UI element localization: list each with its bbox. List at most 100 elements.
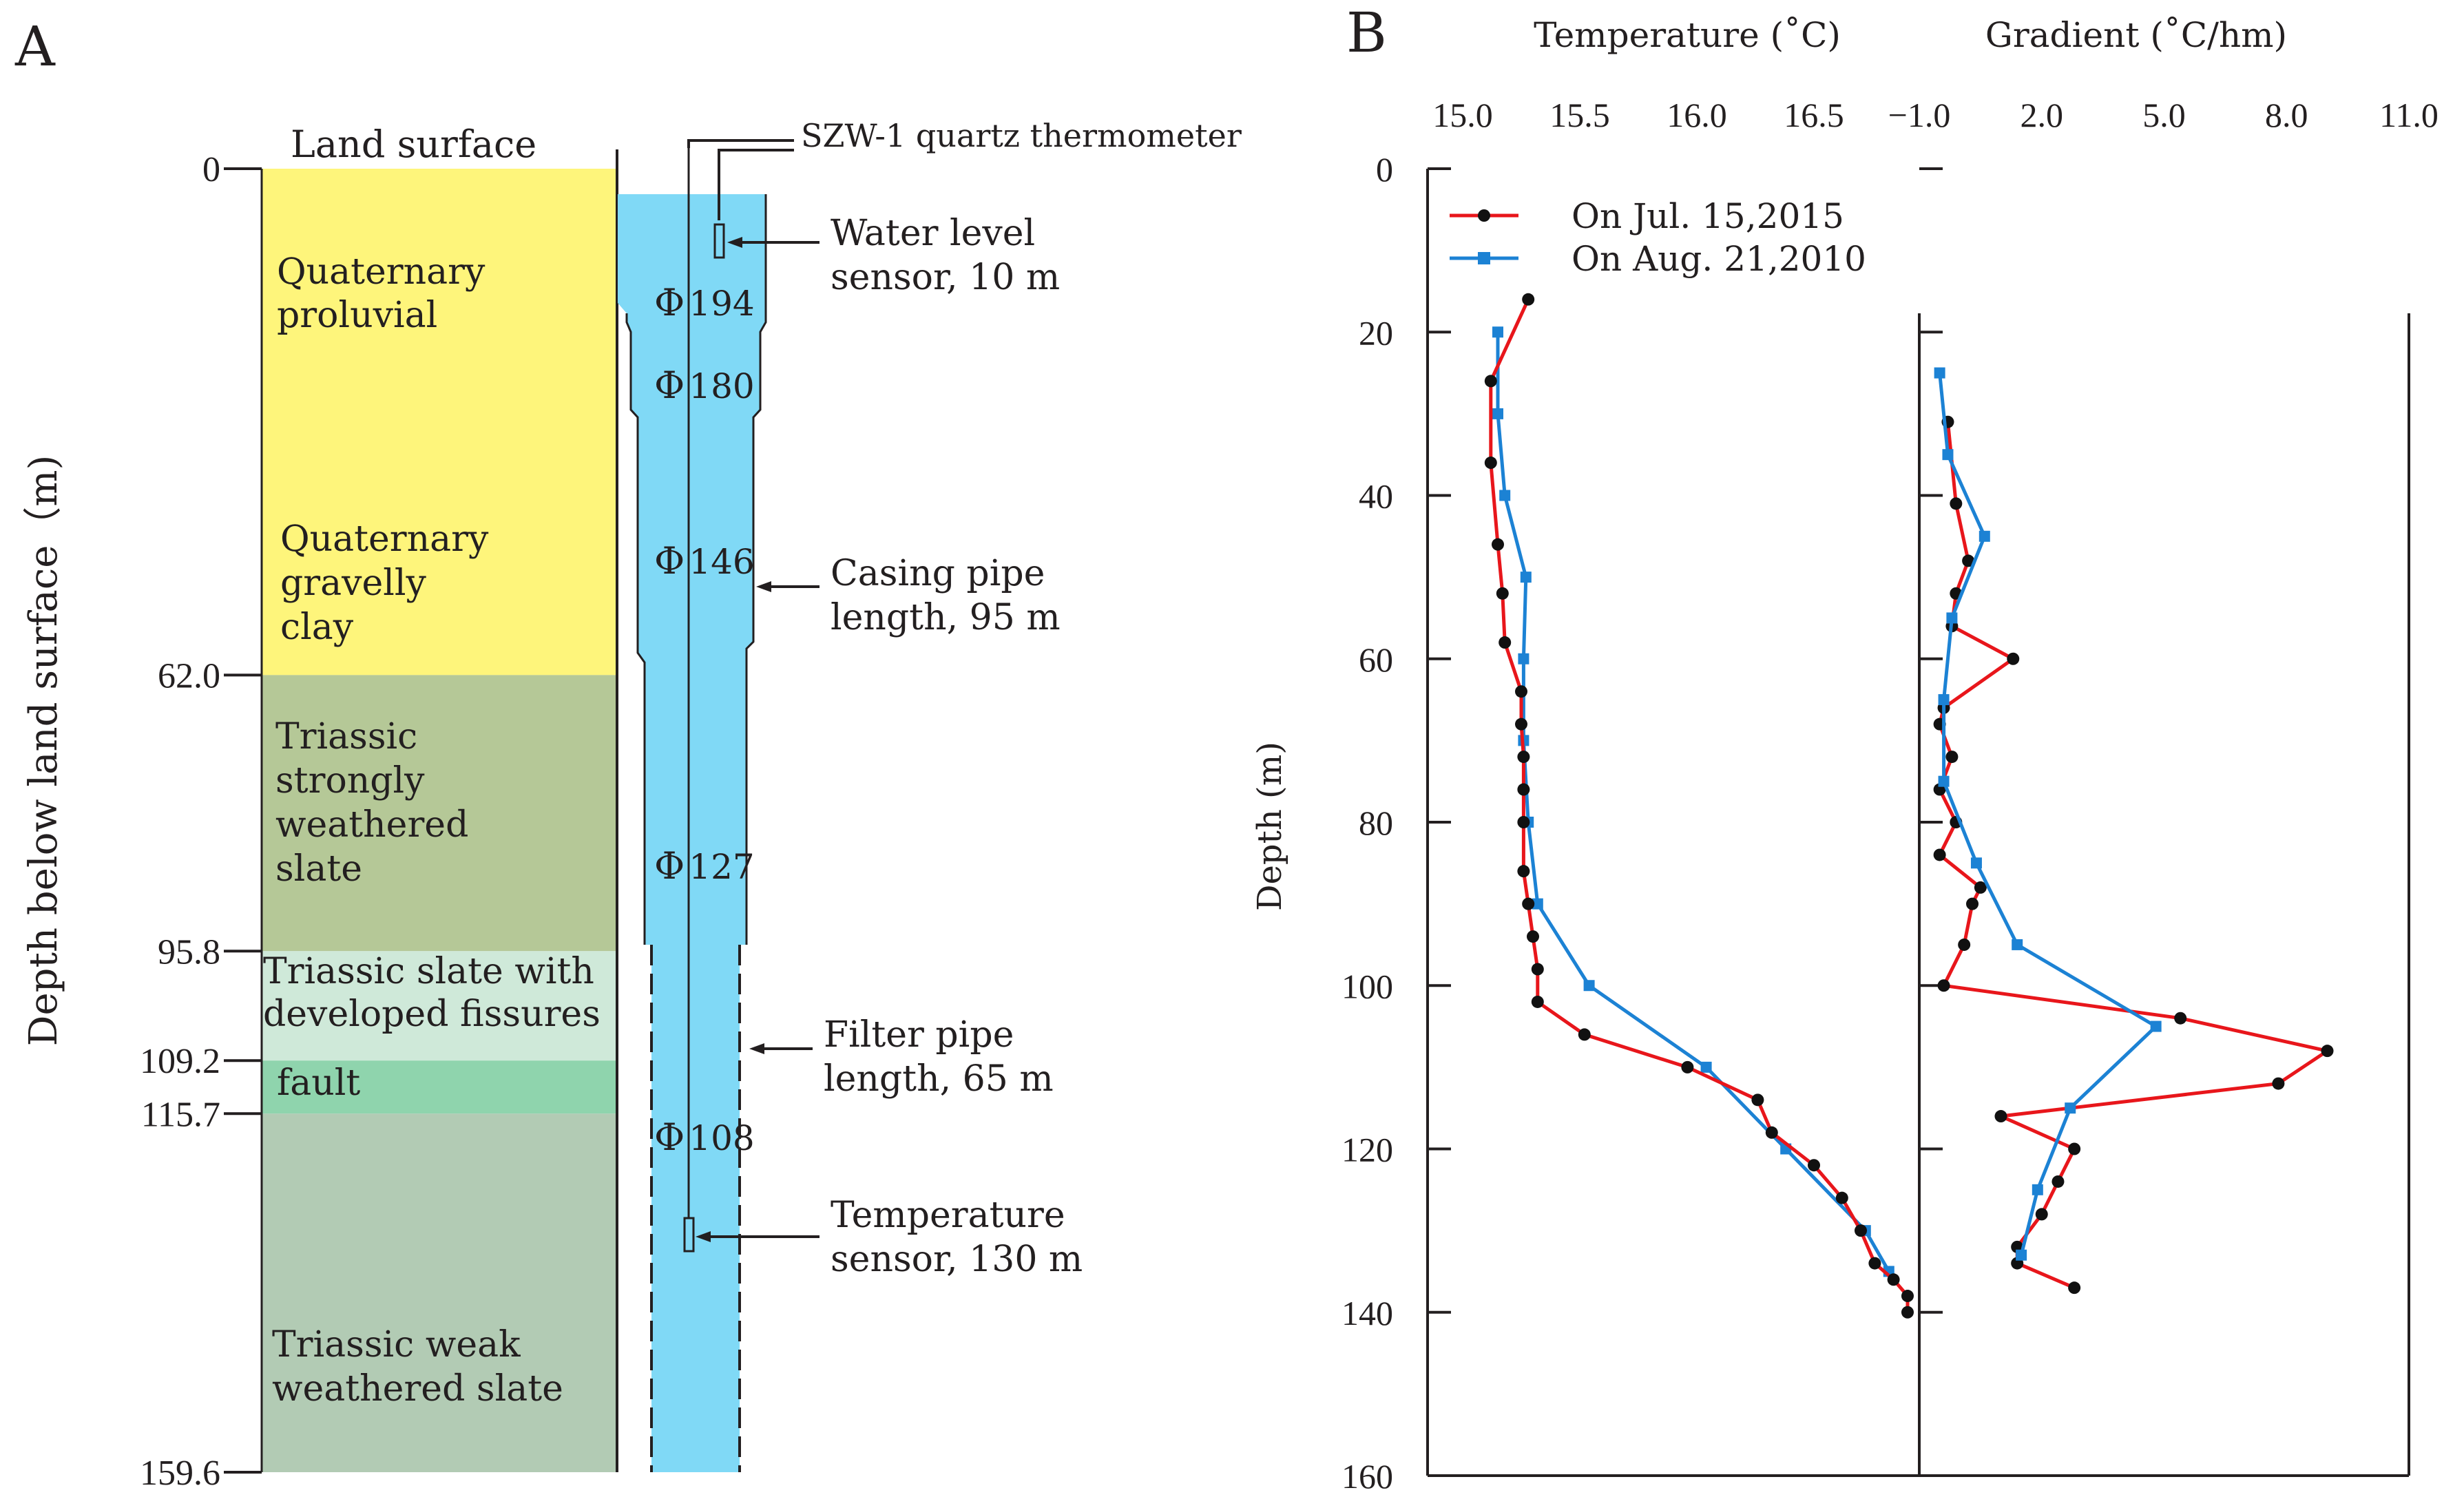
water-level-label: Water level sensor, 10 m [831, 213, 1060, 298]
diameter-value: 127 [689, 847, 754, 887]
water-level-arrowhead [727, 237, 742, 248]
gradient-tick-label: 11.0 [2379, 96, 2439, 134]
well-annotations: SZW-1 quartz thermometer Water level sen… [683, 117, 1242, 1280]
diameter-value: 180 [689, 366, 754, 406]
well-fill [618, 194, 766, 1472]
gradient-2010-point [1970, 857, 1982, 869]
temperature-2015-point [1887, 1273, 1900, 1286]
gradient-2010-point [1938, 775, 1950, 787]
casing-wall-right [745, 194, 767, 945]
panel-a: A Land surface Depth below land surface（… [14, 14, 1242, 1493]
temperature-2015-point [1522, 293, 1535, 306]
temperature-2015-point [1492, 538, 1504, 551]
temperature-sensor-line-2: sensor, 130 m [831, 1239, 1083, 1280]
temperature-2015-point [1484, 375, 1497, 388]
temperature-2010-point [1583, 980, 1595, 992]
temperature-2015-point [1901, 1290, 1914, 1303]
filter-line-1: Filter pipe [824, 1014, 1014, 1056]
temperature-2015-point [1517, 783, 1530, 796]
temperature-2015-point [1751, 1093, 1764, 1107]
gradient-2015-point [1974, 881, 1987, 894]
water-level-line-2: sensor, 10 m [831, 257, 1060, 298]
gradient-2015-point [1933, 848, 1946, 861]
depth-tick-label: 109.2 [140, 1042, 220, 1081]
panel-b-letter: B [1346, 1, 1387, 65]
stratum-1 [262, 169, 617, 676]
gradient-2010-point [1934, 367, 1945, 379]
diameter-label-127: Φ 127 [654, 844, 755, 888]
water-level-sensor [713, 223, 725, 259]
quaternary-proluvial-line-2: proluvial [277, 295, 437, 336]
gradient-tick-label: 5.0 [2142, 96, 2186, 134]
depth-tick-label: 60 [1359, 640, 1393, 679]
depth-tick-label: 100 [1341, 967, 1393, 1005]
gradient-2010-point [1942, 449, 1954, 461]
temperature-2015-point [1901, 1306, 1914, 1319]
depth-tick-label: 80 [1359, 804, 1393, 842]
stratum-4 [262, 1060, 617, 1114]
stratum-label-5: Triassic weak weathered slate [272, 1324, 563, 1410]
stratum-label-line: fault [277, 1062, 360, 1104]
quaternary-gravelly-line-2: gravelly [280, 563, 427, 604]
depth-ticks: 0 62.0 95.8 109.2 115.7 159.6 [140, 150, 263, 1493]
casing-line-1: Casing pipe [831, 553, 1045, 594]
gradient-2010-point [1978, 530, 1990, 542]
temperature-2015-point [1484, 457, 1497, 470]
temperature-axis-title: Temperature (˚C) [1534, 15, 1841, 55]
temperature-2015-point [1517, 751, 1530, 764]
temperature-2015-point [1765, 1126, 1778, 1139]
gradient-2015-point [2068, 1142, 2081, 1155]
gradient-2015-point [1962, 554, 1975, 567]
casing-label: Casing pipe length, 95 m [831, 553, 1061, 638]
temperature-2015-point [1517, 816, 1530, 828]
gradient-2010-point [2150, 1020, 2162, 1032]
gradient-tick-label: 8.0 [2265, 96, 2308, 134]
gradient-2010-point [2032, 1184, 2043, 1195]
depth-tick-label: 62.0 [158, 656, 220, 695]
casing-line-2: length, 95 m [831, 597, 1061, 638]
temperature-tick-label: 15.0 [1432, 96, 1493, 134]
panel-b-ticks: 0 20 40 60 80 100 120 140 160 15.0 15.5 16.0 16.5 −1.… [1341, 96, 2439, 1496]
temperature-2015-point [1515, 685, 1527, 698]
casing-wall-left [625, 313, 646, 945]
legend-marker-2010 [1478, 252, 1490, 264]
depth-tick-label: 120 [1341, 1131, 1393, 1169]
quaternary-gravelly-line-1: Quaternary [280, 519, 489, 560]
quaternary-gravelly-line-3: clay [280, 607, 354, 648]
stratum-label-line: weathered [275, 804, 468, 846]
temperature-tick-label: 16.5 [1784, 96, 1844, 134]
stratum-5 [262, 1113, 617, 1472]
thermometer-leader-line-2 [718, 149, 794, 220]
temperature-sensor-arrowhead [696, 1231, 711, 1242]
filter-arrowhead [749, 1043, 764, 1054]
temperature-2015-point [1531, 995, 1544, 1008]
gradient-2010-point [2065, 1102, 2076, 1114]
quaternary-gravelly-clay-label: Quaternary gravelly clay [280, 519, 500, 648]
temperature-sensor [683, 1217, 695, 1253]
depth-tick-label: 115.7 [141, 1095, 220, 1134]
panel-b-series [1484, 293, 2334, 1319]
gradient-2015-point [2272, 1077, 2285, 1090]
diameter-label-180: Φ 180 [654, 364, 755, 407]
filter-label: Filter pipe length, 65 m [824, 1014, 1054, 1100]
gradient-2010-point [1946, 612, 1958, 624]
legend-label-2015: On Jul. 15,2015 [1572, 196, 1844, 236]
temperature-2015-point [1835, 1191, 1848, 1204]
stratum-label-line: strongly [275, 760, 425, 802]
panel-a-letter: A [14, 14, 56, 78]
gradient-2015-point [1945, 751, 1959, 764]
depth-tick-label: 20 [1359, 313, 1393, 352]
diameter-value: 146 [689, 542, 754, 582]
temperature-sensor-line-1: Temperature [831, 1195, 1065, 1236]
temperature-sensor-label: Temperature sensor, 130 m [831, 1195, 1083, 1280]
diameter-label-108: Φ 108 [654, 1116, 755, 1159]
temperature-2010-point [1492, 326, 1503, 338]
diameter-symbol: Φ [654, 844, 685, 888]
gradient-2015-point [1966, 897, 1979, 910]
gradient-2015-point [1994, 1110, 2007, 1123]
casing-arrowhead [756, 581, 771, 592]
stratum-label-line: slate [275, 848, 362, 890]
stratum-label-line: weathered slate [272, 1368, 563, 1410]
diameter-symbol: Φ [654, 281, 685, 324]
